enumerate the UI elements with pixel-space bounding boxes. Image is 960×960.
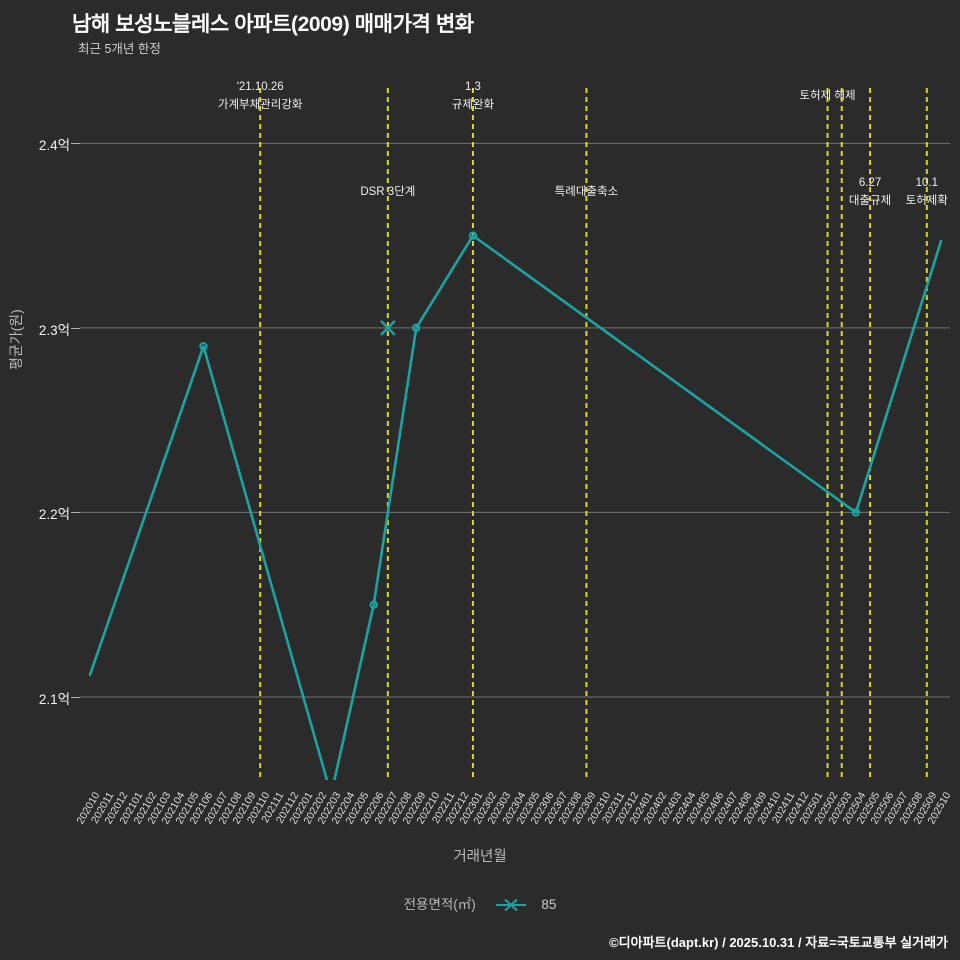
y-tick-label: 2.2억 (38, 507, 70, 523)
event-name-label: DSR 3단계 (360, 186, 416, 198)
y-tick-dash (71, 327, 80, 329)
line-chart-svg (80, 88, 950, 780)
event-date-label: 6.27 (858, 177, 882, 189)
data-point (412, 323, 421, 333)
x-marker-icon (380, 320, 396, 336)
event-name-label: 대출규제 (848, 195, 892, 207)
data-point (199, 342, 208, 351)
y-tick-dash (71, 143, 80, 145)
y-tick-label: 2.1억 (38, 691, 70, 707)
event-name-label: 토허제확 (905, 195, 948, 207)
x-axis-title: 거래년월 (453, 849, 507, 865)
y-tick-label: 2.3억 (38, 322, 70, 338)
event-name-label: 토허제 해제 (799, 90, 856, 102)
legend-title: 전용면적(㎡) (403, 897, 476, 912)
y-tick-dash (71, 512, 80, 514)
plot-area (80, 88, 950, 780)
legend: 전용면적(㎡) 85 (0, 893, 960, 913)
legend-value: 85 (541, 897, 557, 912)
page-subtitle: 최근 5개년 한정 (78, 42, 161, 56)
page-title: 남해 보성노블레스 아파트(2009) 매매가격 변화 (72, 13, 474, 36)
footer-credit: ©디아파트(dapt.kr) / 2025.10.31 / 자료=국토교통부 실… (609, 935, 948, 950)
y-tick-dash (71, 696, 80, 698)
event-name-label: 특례대출축소 (554, 186, 619, 198)
data-point (468, 231, 478, 240)
y-tick-label: 2.4억 (38, 138, 70, 154)
x-marker-icon (494, 898, 528, 912)
event-date-label: 1.3 (464, 81, 481, 93)
event-date-label: '21.10.26 (236, 81, 284, 93)
data-point (851, 508, 861, 517)
event-name-label: 가계부채관리강화 (217, 99, 303, 111)
event-name-label: 규제완화 (451, 99, 495, 111)
event-date-label: 10.1 (915, 177, 939, 189)
series-line (88, 234, 943, 780)
data-point (369, 600, 378, 609)
